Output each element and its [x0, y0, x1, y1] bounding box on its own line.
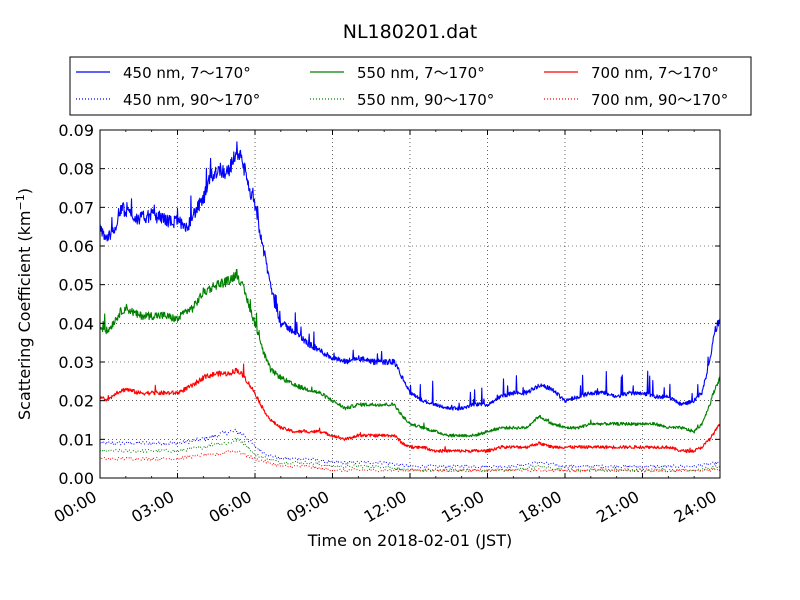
- y-tick-label: 0.08: [58, 160, 94, 179]
- legend-label-1: 450 nm, 7～170°: [123, 64, 251, 82]
- y-tick-label: 0.06: [58, 237, 94, 256]
- series-layer: [99, 141, 721, 473]
- chart-title: NL180201.dat: [343, 21, 478, 43]
- plot-frame: [99, 129, 721, 479]
- y-tick-label: 0.03: [58, 353, 94, 372]
- legend-box: [69, 56, 752, 116]
- x-axis-label: Time on 2018-02-01 (JST): [307, 531, 512, 550]
- y-tick-label: 0.07: [58, 198, 94, 217]
- series-line-3: [99, 363, 721, 454]
- y-tick-label: 0.00: [58, 469, 94, 488]
- series-line-5: [99, 437, 721, 473]
- y-axis-label-close: ): [15, 188, 34, 194]
- grid-lines: [100, 130, 720, 478]
- y-axis-label-exponent: −1: [14, 194, 27, 210]
- y-tick-label: 0.05: [58, 276, 94, 295]
- y-axis-label-main: Scattering Coefficient (km: [15, 210, 34, 420]
- legend-label-5: 550 nm, 90～170°: [357, 91, 494, 109]
- legend-label-6: 700 nm, 90～170°: [591, 91, 728, 109]
- legend-label-4: 450 nm, 90～170°: [123, 91, 260, 109]
- legend: 450 nm, 7～170° 550 nm, 7～170° 700 nm, 7～17…: [69, 56, 752, 116]
- y-axis-label: Scattering Coefficient (km−1): [14, 188, 34, 420]
- y-tick-label: 0.04: [58, 314, 94, 333]
- legend-label-3: 700 nm, 7～170°: [591, 64, 719, 82]
- legend-label-2: 550 nm, 7～170°: [357, 64, 485, 82]
- y-tick-label: 0.09: [58, 121, 94, 140]
- series-line-6: [99, 450, 721, 473]
- series-line-2: [99, 268, 721, 438]
- y-tick-labels: 0.00 0.01 0.02 0.03 0.04 0.05 0.06 0.07 0.08 0.09: [58, 121, 94, 488]
- plot-background: [100, 130, 720, 478]
- series-line-1: [99, 141, 721, 411]
- y-tick-label: 0.02: [58, 392, 94, 411]
- y-tick-label: 0.01: [58, 430, 94, 449]
- series-line-4: [99, 428, 721, 469]
